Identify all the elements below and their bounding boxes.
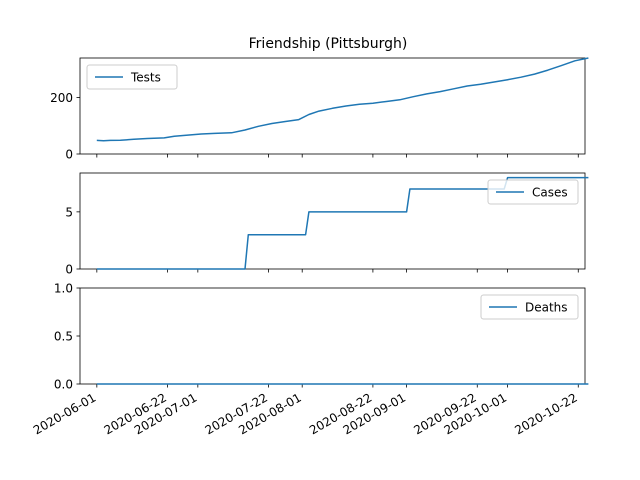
legend-label: Tests — [130, 71, 161, 85]
axes-frame — [79, 57, 586, 155]
legend: Tests — [86, 64, 178, 90]
panel-tests: 0 200 Tests — [50, 57, 589, 162]
y-tick-label: 1.0 — [54, 282, 73, 296]
legend: Cases — [487, 179, 579, 205]
legend-box — [480, 294, 579, 320]
legend-label: Cases — [532, 186, 568, 200]
y-tick-label: 200 — [50, 91, 73, 105]
x-tick-label: 2020-10-22 — [512, 390, 579, 437]
axes-frame — [79, 172, 586, 270]
y-tick-label: 5 — [65, 205, 73, 219]
plot-area: 0 200 Tests 0 5 Cases 0.0 0.5 1.0 Deaths 2020-06-0… — [31, 57, 589, 437]
panel-deaths: 0.0 0.5 1.0 Deaths — [54, 282, 589, 392]
series-line-tests — [96, 57, 589, 142]
legend-label: Deaths — [525, 301, 568, 315]
y-tick-label: 0.5 — [54, 330, 73, 344]
legend-box — [487, 179, 579, 205]
x-tick-label: 2020-06-01 — [31, 390, 98, 437]
panel-cases: 0 5 Cases — [65, 172, 589, 277]
legend: Deaths — [480, 294, 579, 320]
legend-box — [86, 64, 178, 90]
y-tick-label: 0.0 — [54, 378, 73, 392]
y-tick-label: 0 — [65, 263, 73, 277]
y-tick-label: 0 — [65, 148, 73, 162]
chart-title: Friendship (Pittsburgh) — [249, 36, 408, 52]
